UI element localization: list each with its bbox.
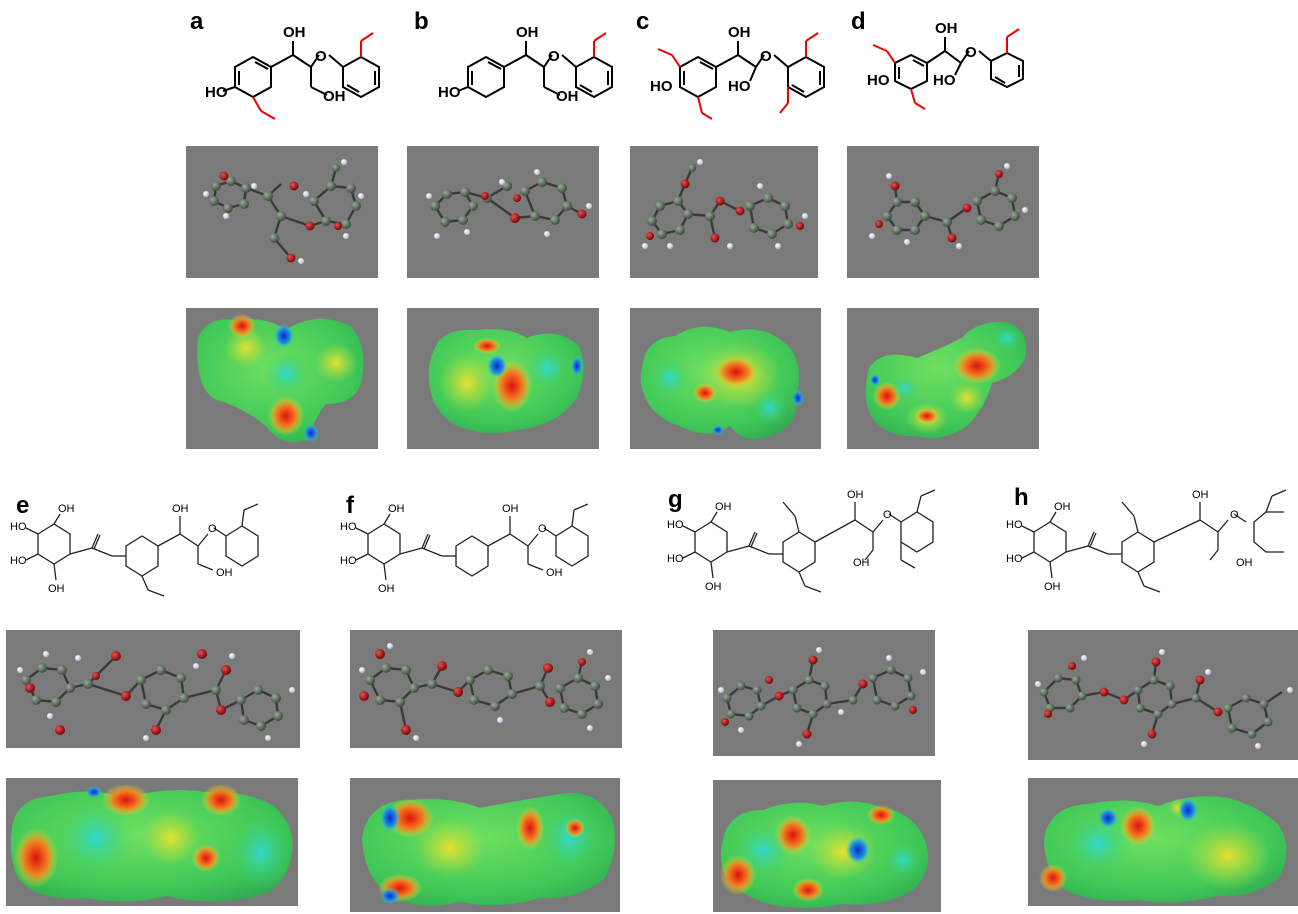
atom-ho: HO [650,78,673,95]
ball-and-stick-model-e [6,630,300,748]
atom-oh: OH [1054,501,1071,513]
atom-oh: OH [502,503,519,515]
atom-oh: OH [853,557,870,569]
electrostatic-potential-surface-icon [720,801,929,908]
skeletal-structure-a: OH O OH HO [205,24,380,120]
ball-and-stick-model-icon [642,159,808,249]
panel-label-f: f [346,492,354,519]
ball-and-stick-model-a [186,146,378,278]
atom-oh: OH [556,88,579,105]
esp-surface-d [847,308,1039,449]
skeletal-structure-c: OH O HO HO [650,24,825,120]
atom-ho: HO [340,521,357,533]
esp-surface-h [1028,778,1298,906]
atom-oh: OH [1192,489,1209,501]
electrostatic-potential-surface-icon [428,329,584,434]
ball-and-stick-model-icon [426,169,592,239]
atom-oh: OH [48,583,65,595]
skeletal-structure-g: OH HO HO OH OH O OH [667,489,936,593]
ball-and-stick-model-d [847,146,1039,278]
ball-and-stick-model-icon [359,643,611,741]
panel-label-c: c [636,8,650,35]
panel-label-e: e [16,492,30,519]
atom-oh: OH [935,20,958,37]
skeletal-structure-h: OH HO HO OH OH O OH [1006,489,1287,593]
atom-ho: HO [438,84,461,101]
skeletal-structure-d: OH O HO HO [867,20,1024,110]
atom-o: O [883,509,892,521]
electrostatic-potential-surface-icon [362,793,615,906]
atom-ho: HO [933,72,956,89]
atom-oh: OH [172,503,189,515]
ball-and-stick-model-b [407,146,599,278]
atom-ho: HO [1006,553,1023,565]
panel-label-h: h [1014,484,1029,511]
atom-ho: HO [1006,519,1023,531]
ball-and-stick-model-h [1028,630,1298,760]
atom-oh: OH [1044,581,1061,593]
esp-surface-g [713,780,941,912]
electrostatic-potential-surface-icon [1039,796,1287,903]
ball-and-stick-model-icon [203,159,364,264]
atom-oh: OH [378,583,395,595]
electrostatic-potential-surface-icon [640,326,804,440]
atom-oh: OH [516,24,539,41]
atom-ho: HO [867,72,890,89]
atom-o: O [208,523,217,535]
atom-oh: OH [728,24,751,41]
atom-o: O [1230,509,1239,521]
ball-and-stick-model-f [350,630,622,748]
esp-surface-f [350,778,620,912]
esp-surface-a [186,308,378,449]
atom-oh: OH [715,501,732,513]
esp-surface-b [407,308,599,449]
atom-ho: HO [667,519,684,531]
atom-ho: HO [205,84,228,101]
skeletal-structure-b: OH O OH HO [438,24,613,105]
skeletal-structure-e: OH HO HO OH OH O OH [10,503,259,597]
atom-oh: OH [388,503,405,515]
panel-label-g: g [668,486,683,513]
esp-surface-e [6,778,298,906]
atom-ho: HO [340,555,357,567]
atom-o: O [760,48,772,65]
electrostatic-potential-surface-icon [865,321,1027,439]
panel-label-a: a [190,8,204,35]
ball-and-stick-model-icon [718,647,926,747]
atom-oh: OH [58,503,75,515]
atom-ho: HO [667,553,684,565]
atom-oh: OH [847,489,864,501]
ball-and-stick-model-icon [17,649,295,741]
esp-surface-c [630,308,821,449]
atom-ho: HO [10,521,27,533]
atom-o: O [538,523,547,535]
atom-oh: OH [283,24,306,41]
atom-oh: OH [323,88,346,105]
skeletal-structure-f: OH HO HO OH OH O OH [340,503,589,595]
ball-and-stick-model-g [713,630,935,756]
atom-o: O [965,44,977,61]
panel-label-d: d [851,8,866,35]
ball-and-stick-model-icon [1035,649,1293,749]
atom-oh: OH [705,581,722,593]
ball-and-stick-model-icon [869,163,1028,249]
atom-ho: HO [10,555,27,567]
atom-o: O [315,48,327,65]
panel-label-b: b [414,8,429,35]
electrostatic-potential-surface-icon [197,314,364,443]
ball-and-stick-model-c [630,146,818,278]
atom-ho: HO [728,78,751,95]
atom-oh: OH [216,567,233,579]
atom-oh: OH [546,567,563,579]
electrostatic-potential-surface-icon [10,784,293,902]
atom-oh: OH [1236,557,1253,569]
atom-o: O [548,48,560,65]
